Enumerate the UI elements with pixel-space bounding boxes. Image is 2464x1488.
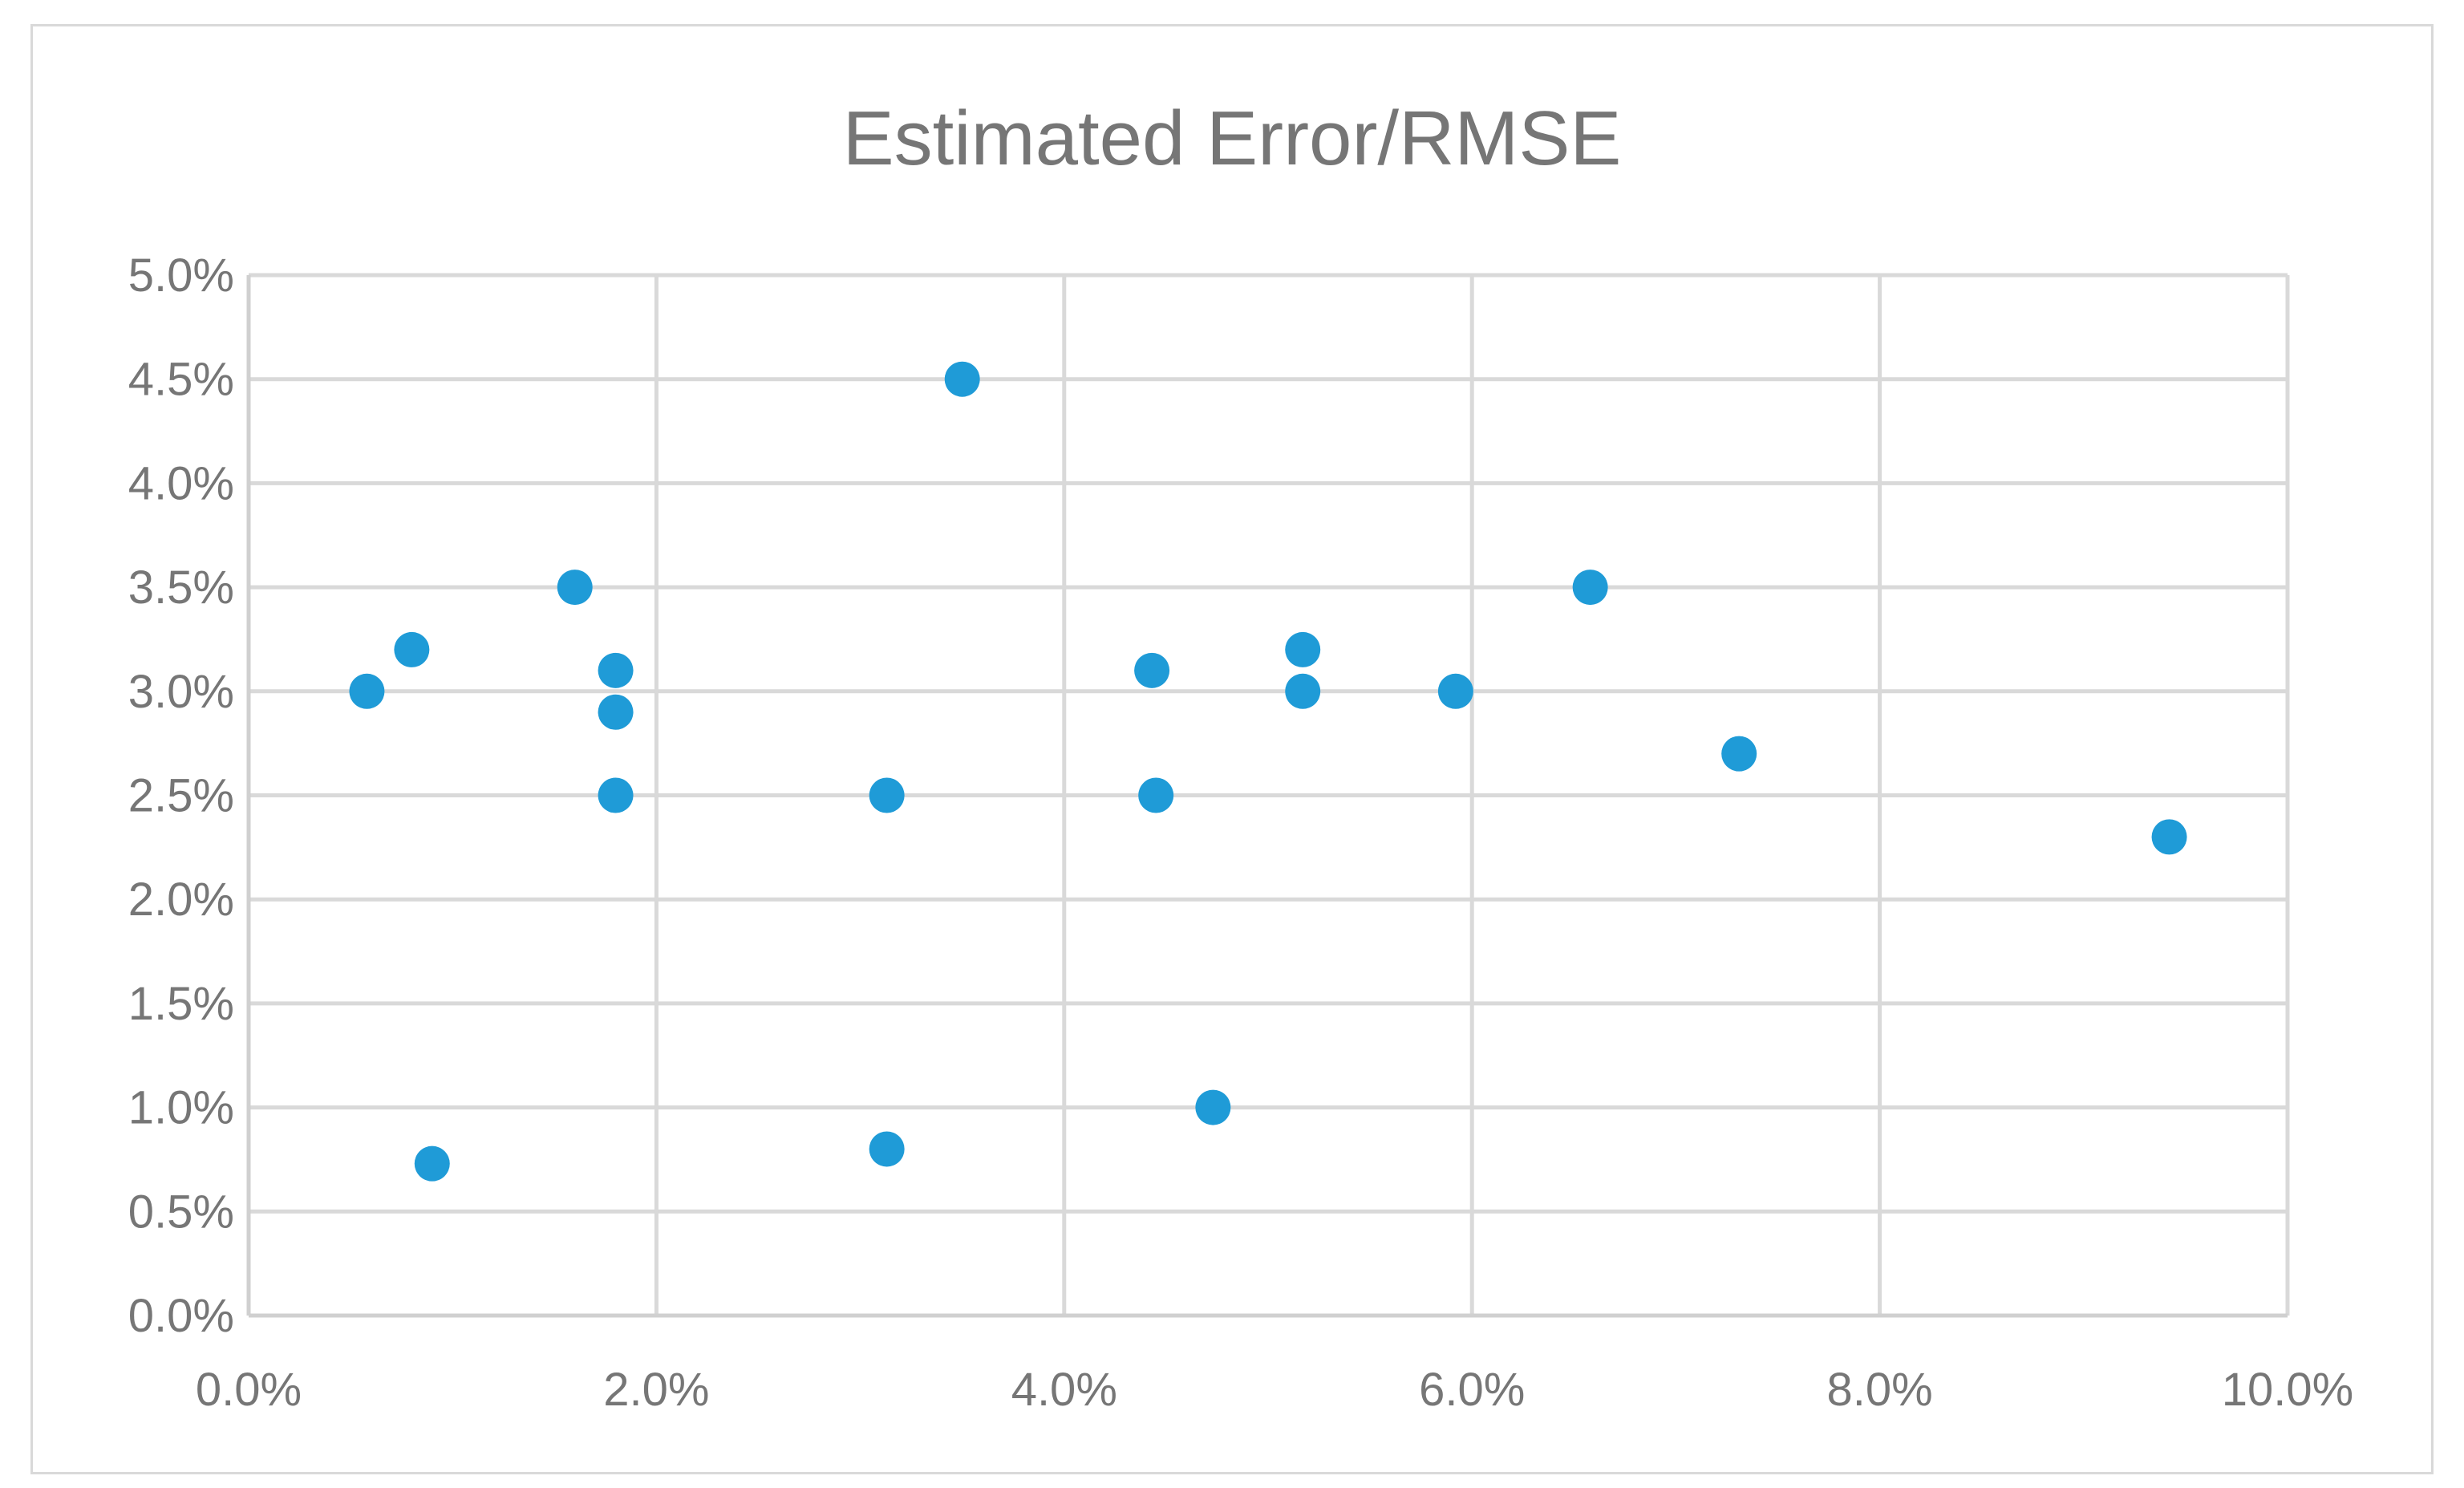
data-point [557,570,593,606]
y-tick-label: 2.0% [128,874,234,926]
y-tick-label: 4.0% [128,457,234,509]
data-point [1721,736,1757,772]
data-point [1138,777,1174,813]
data-point [1572,570,1608,606]
x-tick-label: 4.0% [1011,1364,1117,1416]
data-point [349,673,385,709]
data-point [944,361,980,397]
data-point [2151,819,2187,855]
x-tick-labels: 0.0% 2.0% 4.0% 6.0% 8.0% 10.0% [196,1364,2353,1416]
chart-frame [30,24,2434,1474]
data-point [1437,673,1473,709]
y-tick-labels: 0.0% 0.5% 1.0% 1.5% 2.0% 2.5% 3.0% 3.5% 4.0% 4.5%… [128,249,234,1342]
y-tick-label: 0.5% [128,1186,234,1238]
x-tick-label: 0.0% [196,1364,302,1416]
data-point [1285,673,1321,709]
data-point [598,694,634,730]
data-point [869,1131,905,1167]
data-point [394,631,430,667]
data-point [414,1145,450,1182]
chart-title: Estimated Error/RMSE [843,95,1622,181]
data-point [598,652,634,688]
x-tick-label: 2.0% [603,1364,709,1416]
axis-layer [246,275,2288,1318]
grid-layer [249,273,2290,1316]
y-tick-label: 4.5% [128,354,234,406]
y-tick-label: 3.5% [128,562,234,614]
data-points [349,361,2187,1182]
y-tick-label: 1.5% [128,978,234,1030]
data-point [1134,652,1170,688]
y-tick-label: 0.0% [128,1290,234,1342]
x-tick-label: 10.0% [2222,1364,2353,1416]
data-point [869,777,905,813]
data-point [1195,1089,1231,1125]
y-tick-label: 2.5% [128,770,234,822]
x-tick-label: 8.0% [1826,1364,1932,1416]
x-tick-label: 6.0% [1419,1364,1525,1416]
data-point [598,777,634,813]
y-tick-label: 5.0% [128,249,234,302]
data-point [1285,631,1321,667]
y-tick-label: 1.0% [128,1082,234,1134]
y-tick-label: 3.0% [128,666,234,718]
